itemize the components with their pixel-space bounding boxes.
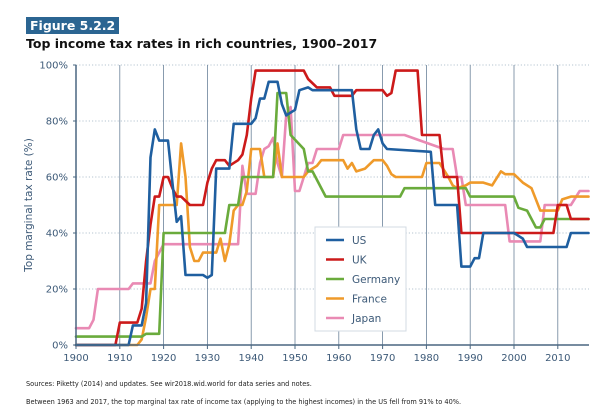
series-line-germany [74, 91, 590, 338]
y-tick-label: 100% [39, 61, 68, 72]
legend-label-germany: Germany [352, 274, 400, 286]
y-tick-label: 40% [46, 229, 68, 240]
legend-label-france: France [352, 294, 387, 306]
legend-label-japan: Japan [351, 313, 381, 325]
axes: 0% 20% 40% 60% 80% 100% 1900 1910 1920 1930 1940 19… [39, 61, 589, 364]
y-tick-label: 60% [46, 173, 68, 184]
y-axis-label: Top marginal tax rate (%) [23, 138, 35, 273]
series-line-uk [74, 69, 590, 347]
series-line-france [74, 142, 590, 347]
x-tick-label: 1960 [326, 353, 351, 364]
sources-note: Sources: Piketty (2014) and updates. See… [26, 380, 312, 388]
x-tick-label: 1940 [238, 353, 263, 364]
x-tick-label: 1980 [414, 353, 439, 364]
chart-title: Top income tax rates in rich countries, … [26, 36, 378, 51]
footnote: Between 1963 and 2017, the top marginal … [26, 398, 462, 406]
y-tick-label: 80% [46, 117, 68, 128]
x-tick-label: 1990 [457, 353, 482, 364]
x-tick-label: 1930 [195, 353, 220, 364]
x-tick-label: 1920 [151, 353, 176, 364]
y-tick-label: 0% [52, 341, 68, 352]
x-tick-label: 1950 [282, 353, 307, 364]
x-tick-label: 1900 [63, 353, 88, 364]
legend: US UK Germany France Japan [314, 226, 407, 332]
figure-label: Figure 5.2.2 [26, 17, 120, 34]
series-lines [74, 69, 590, 347]
x-tick-label: 2000 [501, 353, 526, 364]
series-line-us [74, 80, 590, 347]
x-tick-label: 1970 [370, 353, 395, 364]
x-tick-label: 2010 [545, 353, 570, 364]
x-tick-label: 1910 [107, 353, 132, 364]
legend-label-us: US [352, 235, 367, 247]
y-tick-label: 20% [46, 285, 68, 296]
legend-label-uk: UK [352, 255, 368, 267]
